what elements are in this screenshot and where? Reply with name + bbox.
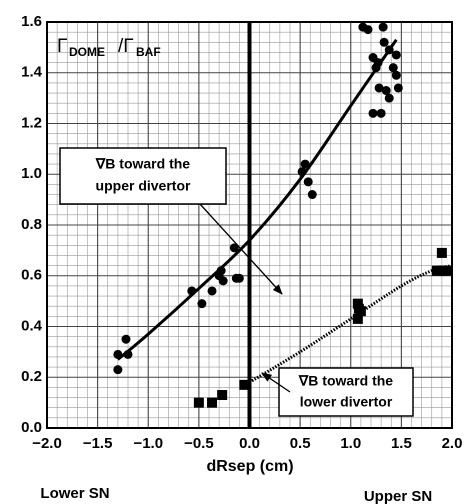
point bbox=[307, 190, 317, 200]
annotation: ∇B toward the bbox=[298, 373, 393, 389]
x-tick-label: 0.5 bbox=[290, 435, 311, 452]
point bbox=[378, 22, 388, 32]
x-tick-label: 2.0 bbox=[442, 435, 463, 452]
y-tick-label: 0.8 bbox=[21, 216, 42, 233]
annotation-arrow bbox=[199, 203, 283, 295]
y-tick-label: 0.0 bbox=[21, 419, 42, 436]
y-tick-label: 0.4 bbox=[21, 317, 43, 334]
y-tick-label: 0.2 bbox=[21, 368, 42, 385]
point bbox=[384, 93, 394, 103]
side-label: Upper SN bbox=[364, 488, 432, 504]
point bbox=[388, 63, 398, 73]
annotation: upper divertor bbox=[96, 178, 191, 194]
annotation: ∇B toward the bbox=[95, 156, 190, 172]
x-tick-label: 0.0 bbox=[239, 435, 260, 452]
y-label: Γ bbox=[57, 36, 67, 57]
point bbox=[234, 273, 244, 283]
point bbox=[300, 159, 310, 169]
x-tick-label: 1.5 bbox=[391, 435, 412, 452]
point bbox=[121, 334, 131, 344]
annotation: lower divertor bbox=[300, 394, 393, 410]
point bbox=[303, 177, 313, 187]
point bbox=[431, 265, 442, 276]
point bbox=[193, 397, 204, 408]
x-tick-label: −1.0 bbox=[133, 435, 163, 452]
y-tick-label: 1.0 bbox=[21, 165, 42, 182]
point bbox=[379, 37, 389, 47]
point bbox=[391, 70, 401, 80]
x-tick-label: −0.5 bbox=[184, 435, 214, 452]
x-tick-label: −1.5 bbox=[83, 435, 113, 452]
y-label: BAF bbox=[136, 45, 161, 59]
point bbox=[229, 243, 239, 253]
point bbox=[436, 265, 447, 276]
y-tick-label: 1.2 bbox=[21, 114, 42, 131]
side-label: Lower SN bbox=[40, 485, 109, 502]
point bbox=[363, 25, 373, 35]
point bbox=[376, 108, 386, 118]
annotation-arrow bbox=[261, 372, 291, 393]
y-tick-label: 0.6 bbox=[21, 267, 42, 284]
point bbox=[207, 286, 217, 296]
annotation-box bbox=[59, 147, 227, 205]
point bbox=[352, 298, 363, 309]
plot-frame bbox=[46, 21, 453, 429]
point bbox=[352, 313, 363, 324]
point bbox=[207, 397, 218, 408]
marks bbox=[113, 22, 453, 428]
point bbox=[368, 108, 378, 118]
x-tick-label: 1.0 bbox=[340, 435, 361, 452]
point bbox=[239, 379, 250, 390]
point bbox=[217, 390, 228, 401]
point bbox=[381, 86, 391, 96]
fit-line bbox=[248, 264, 453, 384]
y-tick-label: 1.4 bbox=[21, 64, 43, 81]
y-label: /Γ bbox=[118, 36, 134, 57]
point bbox=[374, 83, 384, 93]
y-label: DOME bbox=[69, 45, 105, 59]
point bbox=[113, 365, 123, 375]
point bbox=[441, 265, 452, 276]
annotation-box bbox=[278, 367, 414, 417]
point bbox=[393, 83, 403, 93]
fit-line bbox=[116, 38, 398, 361]
point bbox=[218, 276, 228, 286]
y-tick-label: 1.6 bbox=[21, 13, 42, 30]
x-tick-label: −2.0 bbox=[32, 435, 62, 452]
x-axis-label: dRsep (cm) bbox=[206, 458, 293, 475]
point bbox=[391, 50, 401, 60]
point bbox=[197, 299, 207, 309]
point bbox=[436, 247, 447, 258]
